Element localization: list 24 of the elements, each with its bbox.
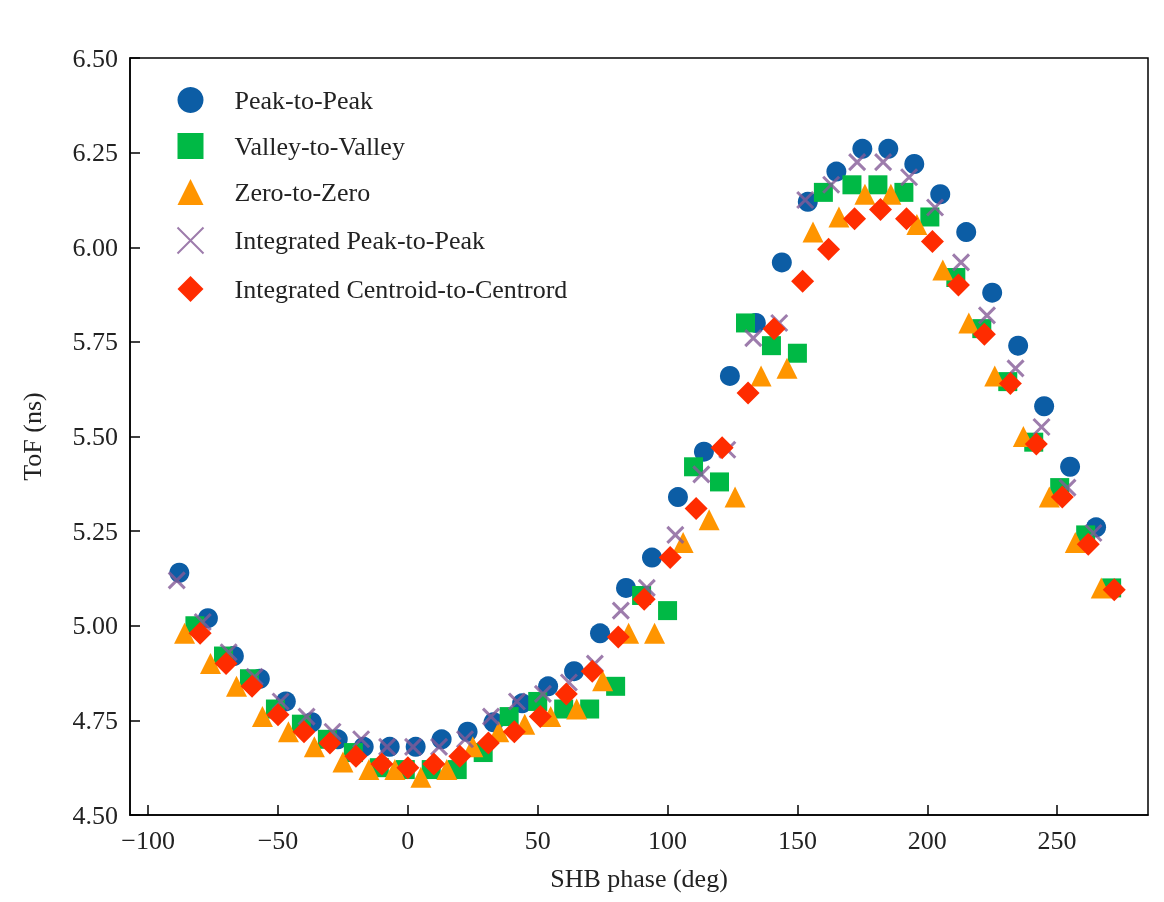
y-tick-label: 6.50 <box>72 43 118 73</box>
y-tick-label: 6.00 <box>72 232 118 262</box>
x-tick-label: −50 <box>257 825 299 855</box>
x-tick-label: 250 <box>1037 825 1077 855</box>
x-tick-label: 0 <box>401 825 415 855</box>
x-tick-label: 200 <box>907 825 947 855</box>
y-tick-label: 5.75 <box>72 327 118 357</box>
legend-label: Integrated Peak-to-Peak <box>234 226 486 255</box>
x-axis-title: SHB phase (deg) <box>550 863 728 893</box>
y-tick-label: 5.25 <box>72 516 118 546</box>
x-tick-label: −100 <box>121 825 176 855</box>
y-tick-label: 6.25 <box>72 138 118 168</box>
legend-label: Zero-to-Zero <box>234 177 371 207</box>
x-tick-label: 50 <box>524 825 551 855</box>
legend-label: Integrated Centroid-to-Centrord <box>234 274 568 304</box>
legend-label: Valley-to-Valley <box>234 131 405 161</box>
legend-label: Peak-to-Peak <box>234 85 374 115</box>
y-axis-title: ToF (ns) <box>17 392 47 481</box>
y-tick-label: 5.00 <box>72 611 118 641</box>
y-tick-label: 5.50 <box>72 422 118 451</box>
y-tick-label: 4.50 <box>72 800 118 830</box>
x-tick-label: 150 <box>777 825 817 855</box>
x-tick-label: 100 <box>648 825 688 855</box>
y-tick-label: 4.75 <box>72 705 118 735</box>
